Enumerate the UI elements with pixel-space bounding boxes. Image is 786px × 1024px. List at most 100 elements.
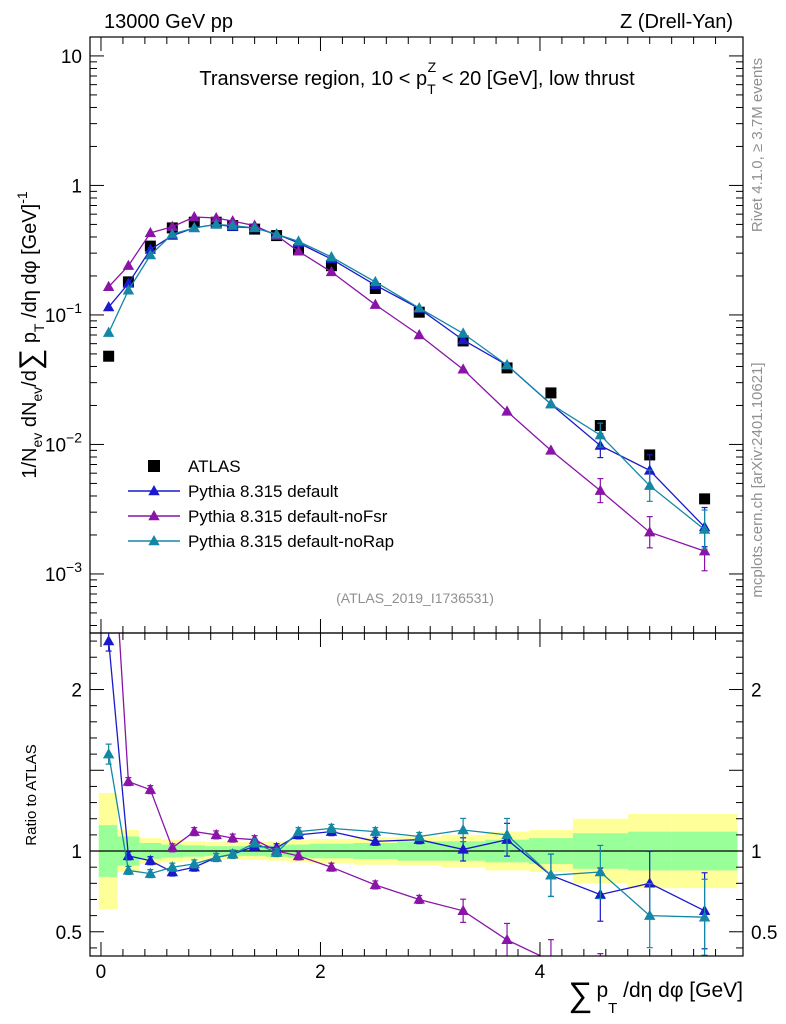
mc-point-norap bbox=[270, 228, 283, 239]
ratio-point-norap bbox=[325, 822, 338, 833]
legend-label: ATLAS bbox=[188, 457, 241, 476]
mc-point-norap bbox=[545, 398, 557, 409]
legend: ATLAS Pythia 8.315 default Pythia 8.315 de… bbox=[128, 457, 394, 551]
mc-point-nofsr bbox=[413, 329, 425, 340]
ratio-ytick-label-right: 2 bbox=[751, 681, 762, 702]
ratio-point-norap bbox=[226, 848, 239, 859]
ratio-point-norap bbox=[166, 861, 179, 872]
mc-point-nofsr bbox=[292, 245, 305, 256]
ytick-exp: −1 bbox=[66, 300, 82, 316]
atlas-point bbox=[545, 387, 557, 399]
mc-point-nofsr bbox=[698, 545, 711, 556]
ratio-point-nofsr bbox=[292, 849, 305, 861]
main-ytick-label: 10−2 bbox=[45, 429, 82, 456]
atlas-point bbox=[699, 493, 711, 505]
mc-point-nofsr bbox=[545, 444, 557, 455]
legend-label: Pythia 8.315 default-noRap bbox=[188, 532, 394, 551]
mc-point-nofsr bbox=[501, 405, 513, 416]
legend-label: Pythia 8.315 default bbox=[188, 482, 339, 501]
atlas-point bbox=[325, 260, 337, 272]
mc-point-nofsr bbox=[325, 265, 338, 277]
ratio-point-nofsr bbox=[188, 825, 200, 836]
mc-point-norap bbox=[369, 275, 382, 287]
rivet-label: Rivet 4.1.0, ≥ 3.7M events bbox=[749, 58, 766, 232]
ratio-point-norap bbox=[210, 851, 222, 862]
mc-point-nofsr bbox=[144, 226, 157, 238]
mc-point-nofsr bbox=[644, 526, 656, 537]
mc-point-nofsr bbox=[457, 363, 469, 374]
analysis-watermark: (ATLAS_2019_I1736531) bbox=[336, 590, 494, 606]
atlas-point bbox=[103, 350, 115, 362]
ratio-point-nofsr bbox=[144, 783, 157, 794]
ratio-point-default bbox=[369, 835, 382, 846]
ratio-xtick-label: 2 bbox=[315, 962, 326, 983]
legend-item-default: Pythia 8.315 default bbox=[128, 482, 339, 501]
ratio-point-nofsr bbox=[325, 861, 338, 872]
ratio-point-norap bbox=[594, 866, 607, 877]
mc-point-norap bbox=[292, 235, 305, 246]
ratio-frame bbox=[89, 632, 744, 957]
ratio-point-nofsr bbox=[501, 933, 513, 945]
ratio-point-nofsr bbox=[226, 832, 239, 843]
mc-point-norap bbox=[644, 479, 656, 490]
ratio-point-norap bbox=[369, 825, 382, 836]
ratio-point-default bbox=[102, 635, 115, 646]
legend-item-nofsr: Pythia 8.315 default-noFsr bbox=[128, 507, 388, 526]
ratio-point-norap bbox=[144, 867, 157, 878]
ratio-point-norap bbox=[122, 864, 135, 875]
ratio-point-default bbox=[144, 854, 157, 865]
mc-point-norap bbox=[501, 359, 513, 370]
ratio-series-norap bbox=[102, 743, 711, 956]
ratio-panel: 0.5 0.5 1 1 2 2 0 2 4 Ratio to ATLAS ∑ pT /dη dφ … bbox=[23, 632, 777, 1017]
ratio-ytick-label: 2 bbox=[71, 681, 82, 702]
ratio-point-norap bbox=[698, 911, 711, 922]
mc-point-nofsr bbox=[166, 220, 179, 231]
ratio-ytick-label-right: 0.5 bbox=[751, 923, 777, 944]
ratio-point-norap bbox=[270, 846, 283, 857]
mc-point-nofsr bbox=[122, 259, 135, 270]
legend-item-norap: Pythia 8.315 default-noRap bbox=[128, 532, 394, 551]
ratio-point-norap bbox=[644, 909, 656, 920]
legend-marker bbox=[148, 485, 160, 496]
ratio-point-nofsr bbox=[413, 893, 425, 904]
mc-point-default bbox=[457, 334, 469, 345]
ratio-point-norap bbox=[501, 828, 513, 840]
ytick-exp: −3 bbox=[66, 559, 82, 575]
main-title: Transverse region, 10 < pTZ < 20 [GeV], … bbox=[199, 59, 635, 97]
legend-marker bbox=[148, 510, 160, 521]
mc-point-norap bbox=[594, 429, 607, 440]
mc-point-norap bbox=[102, 326, 115, 337]
ratio-point-norap bbox=[248, 836, 261, 848]
ytick-exp: −2 bbox=[66, 429, 82, 445]
ratio-point-default bbox=[644, 877, 656, 888]
mc-point-default bbox=[102, 301, 115, 312]
legend-label: Pythia 8.315 default-noFsr bbox=[188, 507, 388, 526]
mc-point-norap bbox=[325, 251, 338, 262]
mc-point-norap bbox=[248, 221, 261, 233]
ratio-xlabel: ∑ pT /dη dφ [GeV] bbox=[568, 976, 743, 1017]
legend-marker bbox=[148, 460, 160, 472]
mc-point-norap bbox=[166, 228, 179, 239]
ytick-base: 10 bbox=[45, 306, 66, 327]
ratio-point-norap bbox=[413, 830, 425, 841]
mc-point-nofsr bbox=[102, 280, 115, 291]
mc-point-norap bbox=[226, 219, 239, 230]
mc-point-norap bbox=[188, 221, 200, 233]
mcplots-label: mcplots.cern.ch [arXiv:2401.10621] bbox=[749, 362, 766, 597]
ratio-point-norap bbox=[292, 825, 305, 836]
ratio-point-nofsr bbox=[210, 828, 222, 840]
series-norap bbox=[102, 218, 711, 550]
ratio-point-nofsr bbox=[457, 904, 469, 915]
ratio-point-default bbox=[457, 843, 469, 854]
legend-item-atlas: ATLAS bbox=[148, 457, 241, 476]
ratio-point-nofsr bbox=[166, 841, 179, 852]
mc-point-nofsr bbox=[369, 298, 382, 309]
mc-point-nofsr bbox=[594, 484, 607, 495]
ratio-ytick-label: 1 bbox=[71, 842, 82, 863]
mc-point-default bbox=[144, 243, 157, 254]
ratio-point-norap bbox=[188, 857, 200, 869]
ratio-point-nofsr bbox=[122, 775, 135, 786]
main-ytick-label: 10−1 bbox=[45, 300, 82, 327]
mc-point-norap bbox=[210, 218, 222, 229]
